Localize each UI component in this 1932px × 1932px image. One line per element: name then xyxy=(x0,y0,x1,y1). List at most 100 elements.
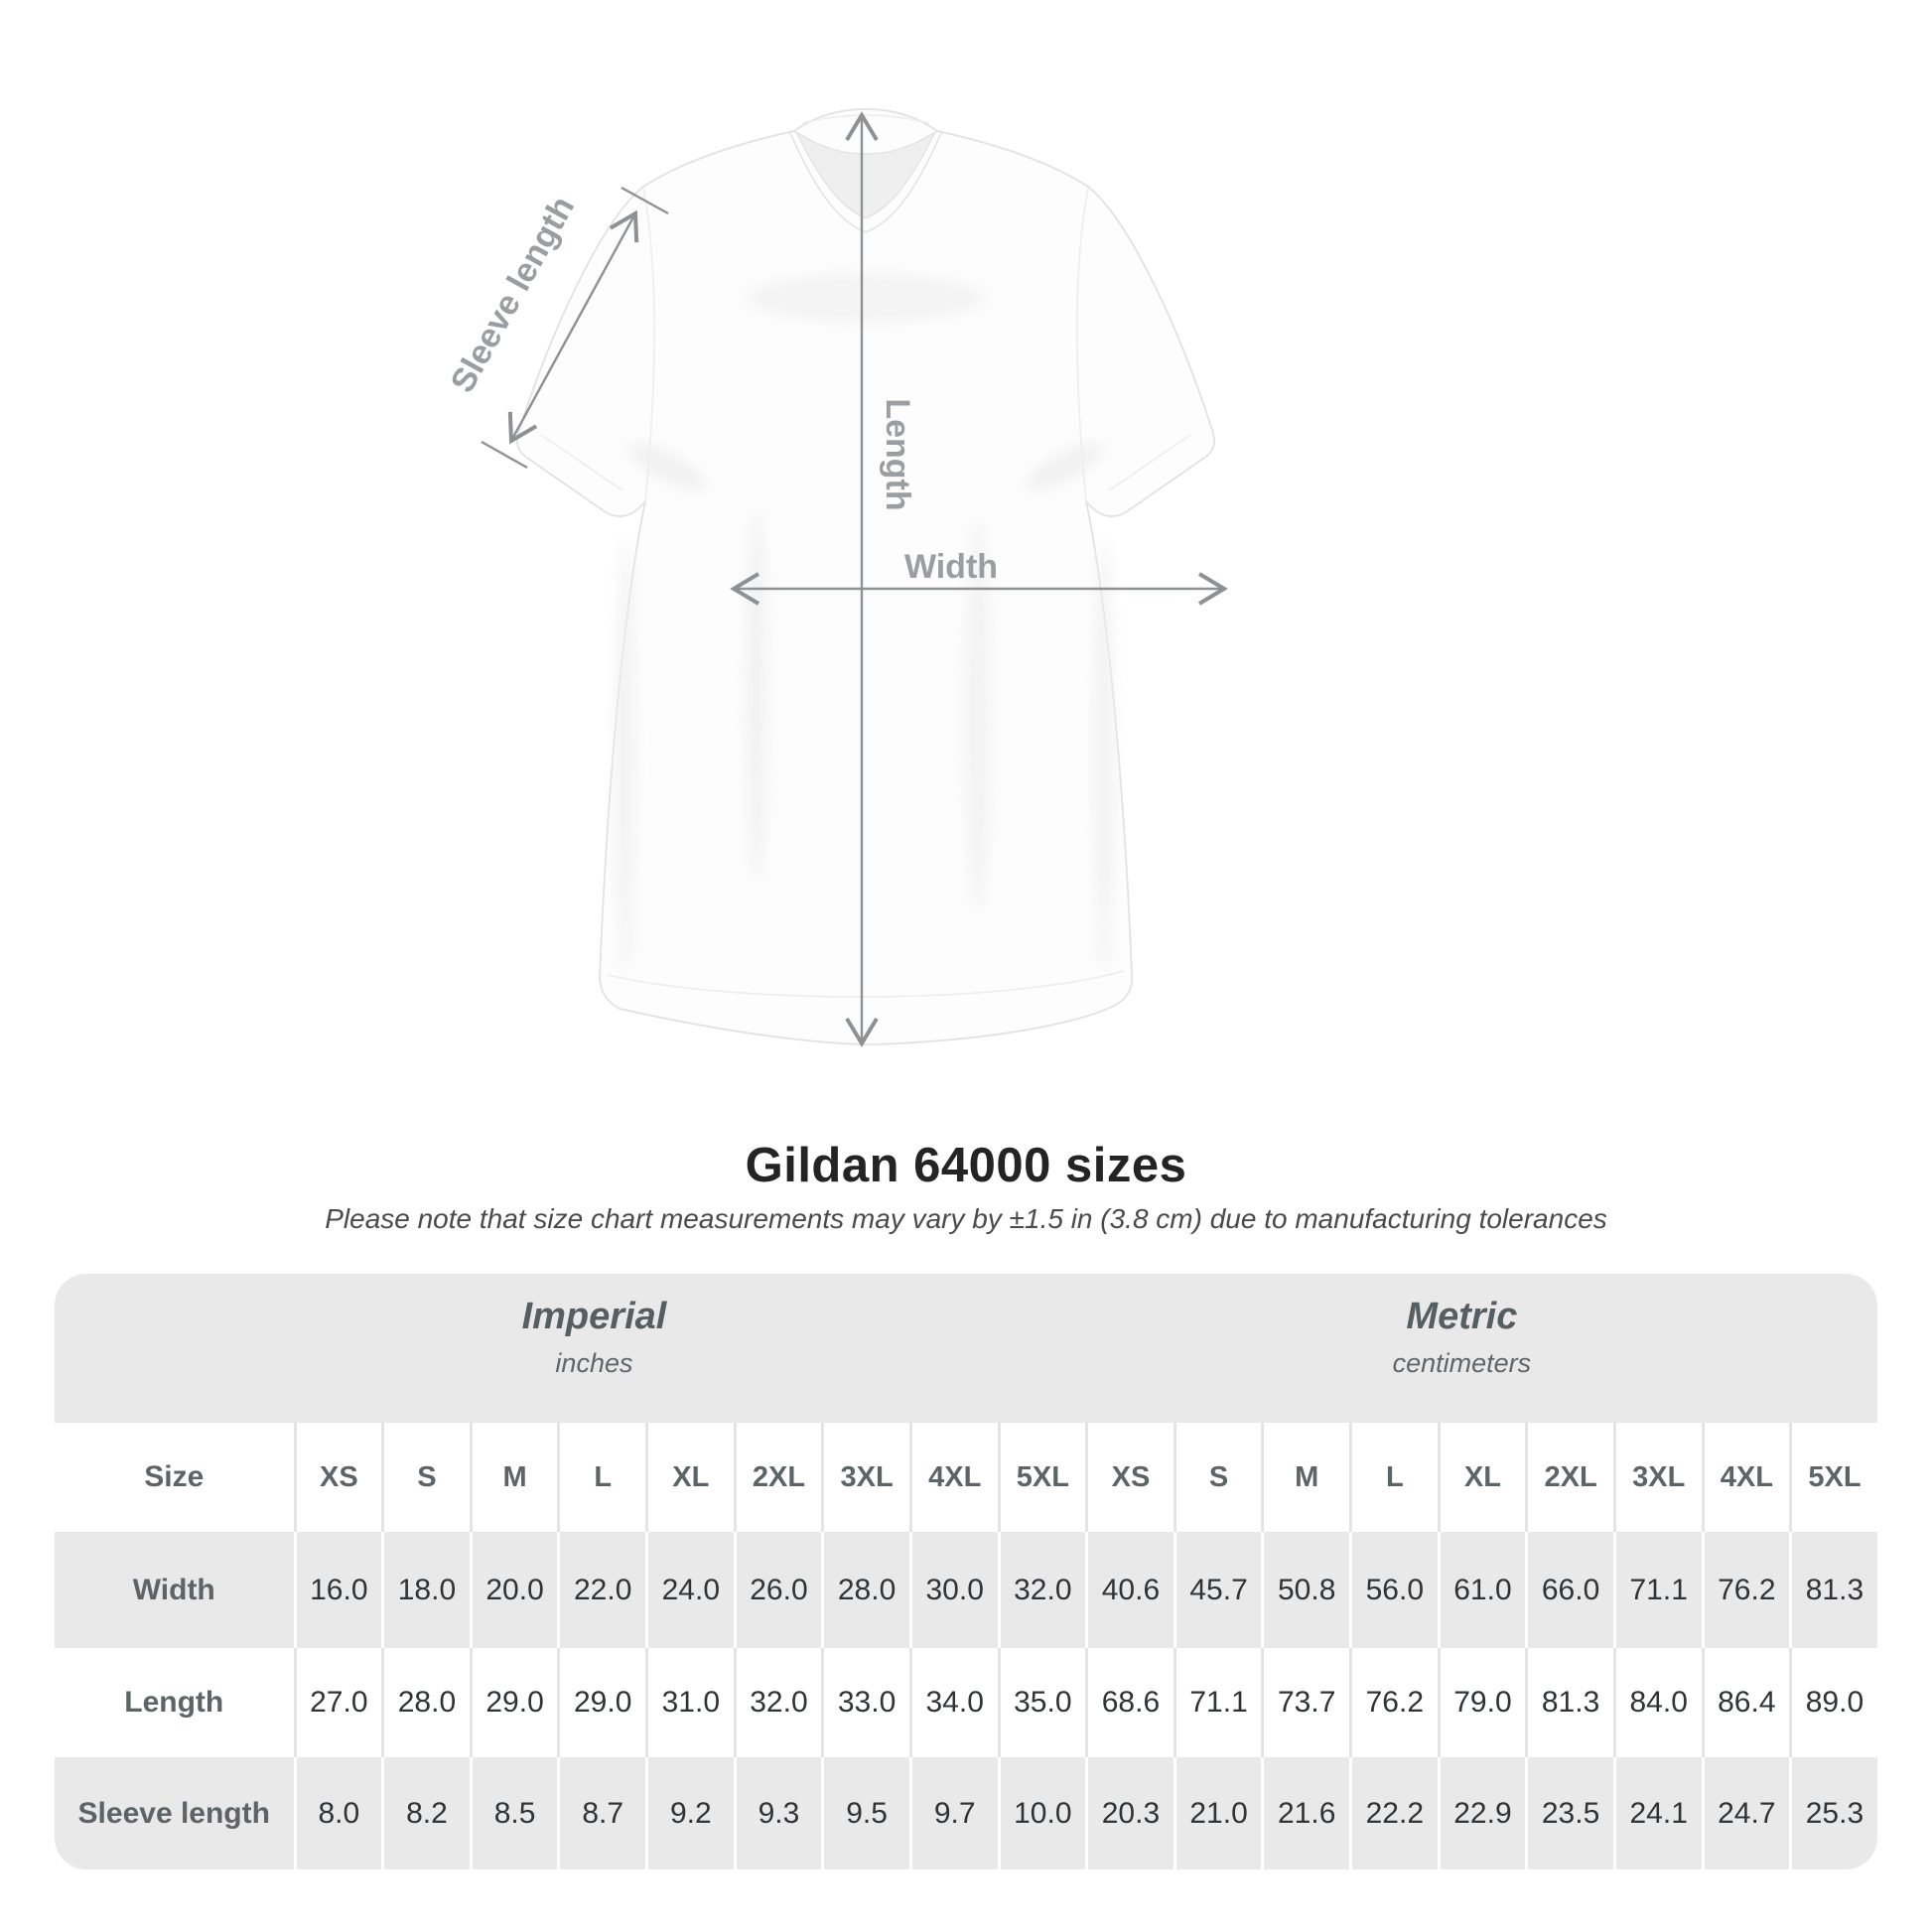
tolerance-note: Please note that size chart measurements… xyxy=(325,1203,1607,1234)
measurement-value: 32.0 xyxy=(997,1532,1086,1648)
measurement-value: 68.6 xyxy=(1085,1648,1173,1757)
measurement-value: 35.0 xyxy=(997,1648,1086,1757)
measurement-value: 24.0 xyxy=(645,1532,734,1648)
size-header-cell: 2XL xyxy=(733,1423,822,1532)
measurement-value: 9.5 xyxy=(821,1757,909,1869)
measurement-value: 27.0 xyxy=(293,1648,382,1757)
measurement-value: 26.0 xyxy=(733,1532,822,1648)
metric-unit: centimeters xyxy=(1392,1348,1532,1378)
measurement-value: 22.2 xyxy=(1349,1757,1438,1869)
measurement-value: 22.0 xyxy=(557,1532,645,1648)
size-header-cell: 2XL xyxy=(1525,1423,1613,1532)
measurement-value: 9.2 xyxy=(645,1757,734,1869)
measurement-value: 34.0 xyxy=(908,1648,998,1757)
row-label: Length xyxy=(124,1686,224,1719)
metric-title: Metric xyxy=(1406,1296,1518,1337)
measurement-value: 40.6 xyxy=(1085,1532,1173,1648)
sleeve-cap-bottom xyxy=(481,440,528,470)
size-header-cell: 5XL xyxy=(997,1423,1086,1532)
measurement-value: 20.0 xyxy=(469,1532,558,1648)
size-header-cell: XS xyxy=(293,1423,382,1532)
measurement-value: 81.3 xyxy=(1525,1648,1613,1757)
measurement-annotations xyxy=(481,111,1228,1047)
size-header-cell: XL xyxy=(1437,1423,1526,1532)
size-header-cell: M xyxy=(1261,1423,1349,1532)
size-table-card: Imperial inches Metric centimeters Size X… xyxy=(55,1274,1877,1869)
size-header-cell: XL xyxy=(645,1423,734,1532)
measurement-value: 61.0 xyxy=(1437,1532,1526,1648)
measurement-value: 32.0 xyxy=(733,1648,822,1757)
tshirt-photo xyxy=(516,108,1215,1045)
measurement-value: 86.4 xyxy=(1701,1648,1790,1757)
measurement-value: 29.0 xyxy=(469,1648,558,1757)
table-row: Size XS S M L XL 2XL 3XL 4XL 5XL XS S M L XL 2XL 3XL 4XL 5… xyxy=(55,1423,1877,1532)
measurement-value: 50.8 xyxy=(1261,1532,1349,1648)
imperial-unit: inches xyxy=(555,1348,633,1378)
measurement-value: 76.2 xyxy=(1349,1648,1438,1757)
size-header-cell: L xyxy=(557,1423,645,1532)
measurement-value: 8.7 xyxy=(557,1757,645,1869)
width-label: Width xyxy=(904,548,998,586)
measurement-value: 30.0 xyxy=(908,1532,998,1648)
tshirt-measurement-diagram: Sleeve length Length Width xyxy=(444,108,1228,1047)
measurement-value: 84.0 xyxy=(1612,1648,1702,1757)
measurement-value: 10.0 xyxy=(997,1757,1086,1869)
measurement-value: 56.0 xyxy=(1349,1532,1438,1648)
metric-header: Metric centimeters xyxy=(1393,1296,1532,1379)
size-header-cell: S xyxy=(381,1423,470,1532)
measurement-value: 89.0 xyxy=(1789,1648,1877,1757)
measurement-value: 28.0 xyxy=(381,1648,470,1757)
measurement-value: 31.0 xyxy=(645,1648,734,1757)
table-row: Sleeve length 8.0 8.2 8.5 8.7 9.2 9.3 9.5 9.7 10.… xyxy=(55,1757,1877,1869)
page-title: Gildan 64000 sizes xyxy=(745,1139,1187,1192)
measurement-value: 22.9 xyxy=(1437,1757,1526,1869)
measurement-value: 24.1 xyxy=(1612,1757,1702,1869)
sleeve-cap-top xyxy=(621,186,669,215)
size-table-grid: Size XS S M L XL 2XL 3XL 4XL 5XL XS S M L XL 2XL 3XL 4XL 5… xyxy=(55,1423,1877,1869)
measurement-value: 45.7 xyxy=(1173,1532,1262,1648)
table-row: Width 16.0 18.0 20.0 22.0 24.0 26.0 28.0 30.0 32.… xyxy=(55,1532,1877,1648)
measurement-value: 8.5 xyxy=(469,1757,558,1869)
measurement-value: 16.0 xyxy=(293,1532,382,1648)
measurement-value: 66.0 xyxy=(1525,1532,1613,1648)
size-header-cell: S xyxy=(1173,1423,1262,1532)
table-row: Length 27.0 28.0 29.0 29.0 31.0 32.0 33.0 34.0 35… xyxy=(55,1648,1877,1757)
length-label: Length xyxy=(879,398,916,510)
size-column-label: Size xyxy=(144,1460,205,1493)
measurement-value: 8.2 xyxy=(381,1757,470,1869)
measurement-value: 9.3 xyxy=(733,1757,822,1869)
measurement-value: 8.0 xyxy=(293,1757,382,1869)
measurement-value: 20.3 xyxy=(1085,1757,1173,1869)
measurement-value: 9.7 xyxy=(908,1757,998,1869)
size-header-cell: 3XL xyxy=(821,1423,909,1532)
measurement-value: 21.6 xyxy=(1261,1757,1349,1869)
measurement-value: 18.0 xyxy=(381,1532,470,1648)
measurement-value: 28.0 xyxy=(821,1532,909,1648)
measurement-value: 79.0 xyxy=(1437,1648,1526,1757)
size-header-cell: 3XL xyxy=(1612,1423,1702,1532)
imperial-header: Imperial inches xyxy=(522,1296,667,1379)
measurement-value: 73.7 xyxy=(1261,1648,1349,1757)
measurement-value: 21.0 xyxy=(1173,1757,1262,1869)
measurement-value: 81.3 xyxy=(1789,1532,1877,1648)
measurement-value: 23.5 xyxy=(1525,1757,1613,1869)
size-header-cell: XS xyxy=(1085,1423,1173,1532)
size-header-cell: 5XL xyxy=(1789,1423,1877,1532)
size-header-cell: L xyxy=(1349,1423,1438,1532)
size-header-cell: 4XL xyxy=(908,1423,998,1532)
row-label: Width xyxy=(132,1573,215,1606)
size-header-cell: 4XL xyxy=(1701,1423,1790,1532)
measurement-value: 24.7 xyxy=(1701,1757,1790,1869)
measurement-value: 76.2 xyxy=(1701,1532,1790,1648)
measurement-value: 29.0 xyxy=(557,1648,645,1757)
measurement-value: 71.1 xyxy=(1612,1532,1702,1648)
imperial-title: Imperial xyxy=(521,1296,667,1337)
size-header-cell: M xyxy=(469,1423,558,1532)
sleeve-length-arrow xyxy=(507,209,639,445)
measurement-value: 33.0 xyxy=(821,1648,909,1757)
measurement-value: 25.3 xyxy=(1789,1757,1877,1869)
measurement-value: 71.1 xyxy=(1173,1648,1262,1757)
unit-system-header: Imperial inches Metric centimeters xyxy=(55,1274,1877,1423)
row-label: Sleeve length xyxy=(77,1796,270,1830)
